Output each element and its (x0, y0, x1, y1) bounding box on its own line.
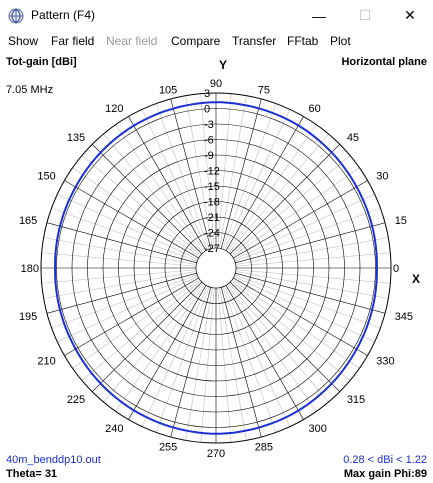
radial-tick-label: -15 (204, 181, 220, 193)
close-button[interactable]: ✕ (387, 0, 433, 31)
angle-label: 210 (37, 356, 55, 368)
grid-ring (180, 232, 252, 304)
grid-ring (40, 92, 392, 444)
frequency-label: 7.05 MHz (6, 84, 54, 96)
polar-plot: 30-3-6-9-12-15-18-21-24-2701530456075901… (19, 78, 413, 460)
window-title: Pattern (F4) (31, 8, 96, 22)
radial-tick-label: 3 (204, 88, 210, 100)
angle-label: 150 (37, 171, 55, 183)
grid-ring (149, 201, 283, 335)
radial-tick-label: -3 (204, 119, 214, 131)
angle-label: 285 (255, 442, 273, 454)
angle-label: 240 (105, 423, 123, 435)
radial-tick-label: -12 (204, 166, 220, 178)
theta-label: Theta= 31 (6, 468, 58, 480)
grid-ring (56, 108, 376, 428)
menu-far-field[interactable]: Far field (51, 34, 95, 48)
grid-ring (118, 170, 314, 366)
x-axis-label: X (412, 272, 421, 286)
angle-label: 315 (347, 394, 365, 406)
gain-range-label: 0.28 < dBi < 1.22 (343, 454, 427, 466)
angle-label: 120 (105, 103, 123, 115)
grid-ring (133, 185, 299, 351)
radial-tick-label: -21 (204, 212, 220, 224)
pattern-trace (54, 101, 378, 435)
radial-tick-label: -18 (204, 197, 220, 209)
angle-label: 0 (393, 263, 399, 275)
grid-ring (164, 216, 268, 320)
angle-label: 225 (67, 394, 85, 406)
radial-tick-label: 0 (204, 104, 210, 116)
radial-tick-label: -9 (204, 150, 214, 162)
minimize-button[interactable]: — (296, 0, 342, 31)
menu-plot[interactable]: Plot (330, 34, 351, 48)
angle-label: 135 (67, 132, 85, 144)
angle-label: 60 (309, 103, 321, 115)
max-gain-label: Max gain Phi:89 (343, 468, 427, 480)
title-bar: Pattern (F4) — ☐ ✕ (0, 0, 433, 31)
minimize-icon: — (312, 7, 326, 24)
angle-label: 255 (159, 442, 177, 454)
angle-label: 105 (159, 84, 177, 96)
app-icon (8, 8, 24, 24)
angle-label: 180 (21, 263, 39, 275)
angle-label: 90 (210, 78, 222, 90)
angle-label: 300 (309, 423, 327, 435)
angle-label: 165 (19, 215, 37, 227)
plane-label: Horizontal plane (341, 56, 427, 68)
radial-tick-label: -24 (204, 228, 220, 240)
y-axis-label: Y (219, 58, 228, 72)
file-name-label: 40m_benddp10.out (6, 454, 101, 466)
menu-bar: Show Far field Near field Compare Transf… (0, 31, 433, 51)
grid-ring (71, 123, 361, 413)
angle-label: 45 (347, 132, 359, 144)
angle-label: 270 (207, 448, 225, 460)
maximize-icon: ☐ (358, 7, 372, 23)
menu-near-field: Near field (106, 34, 158, 48)
radial-tick-label: -27 (204, 243, 220, 255)
angle-label: 330 (376, 356, 394, 368)
close-icon: ✕ (404, 7, 416, 23)
grid-ring (102, 154, 330, 382)
grid-ring (87, 139, 345, 397)
menu-fftab[interactable]: FFtab (287, 34, 319, 48)
plot-area: 3 0 -3 -6 -9 -12 -15 -18 -21 -24 -27 0 15 30 45 60 75 90 1… (0, 51, 433, 483)
menu-show[interactable]: Show (8, 34, 39, 48)
center-ring (195, 247, 237, 289)
angle-label: 345 (395, 311, 413, 323)
menu-compare[interactable]: Compare (171, 34, 221, 48)
angle-label: 15 (395, 215, 407, 227)
maximize-button: ☐ (342, 0, 388, 31)
gain-label: Tot-gain [dBi] (6, 56, 77, 68)
angle-label: 30 (376, 171, 388, 183)
menu-transfer[interactable]: Transfer (232, 34, 277, 48)
angle-label: 195 (19, 311, 37, 323)
radial-tick-label: -6 (204, 135, 214, 147)
angle-label: 75 (258, 84, 270, 96)
